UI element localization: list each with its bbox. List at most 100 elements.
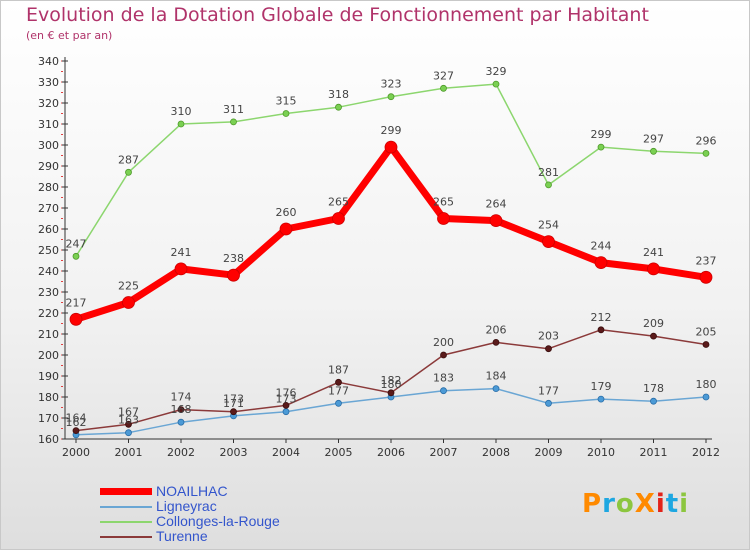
turenne-data-label: 164 [66,412,87,425]
collonges-la-rouge-point [230,118,237,126]
ligneyrac-data-label: 180 [381,378,402,391]
turenne-point [335,378,342,386]
noailhac-data-label: 254 [538,219,559,232]
y-tick-label: 260 [38,223,59,236]
ligneyrac-data-label: 168 [171,403,192,416]
noailhac-point [594,256,608,270]
turenne-data-label: 203 [538,330,559,343]
collonges-la-rouge-point [125,168,132,176]
noailhac-point [542,235,555,249]
noailhac-data-label: 225 [118,280,139,293]
chart-subtitle: (en € et par an) [26,29,113,42]
ligneyrac-point [597,395,605,403]
legend-swatch [100,521,152,523]
x-tick-label: 2006 [377,446,405,459]
x-tick-label: 2011 [640,446,668,459]
noailhac-data-label: 237 [696,254,717,267]
collonges-la-rouge-data-label: 323 [381,78,402,91]
y-tick-label: 310 [38,118,59,131]
x-tick-label: 2009 [535,446,563,459]
turenne-point [702,341,710,348]
noailhac-data-label: 244 [591,240,612,253]
noailhac-data-label: 265 [433,196,454,209]
collonges-la-rouge-point [702,149,710,157]
collonges-la-rouge-data-label: 281 [538,166,559,179]
noailhac-point [122,296,135,309]
y-tick-label: 320 [38,97,59,110]
legend-label: Ligneyrac [156,498,217,514]
noailhac-point [69,312,83,326]
collonges-la-rouge-point [492,80,500,88]
x-tick-label: 2012 [692,446,720,459]
turenne-data-label: 205 [696,326,717,339]
y-tick-label: 330 [38,76,59,89]
y-tick-label: 340 [38,55,59,68]
turenne-point [650,332,657,340]
x-tick-label: 2007 [430,446,458,459]
collonges-la-rouge-data-label: 299 [591,128,612,141]
noailhac-data-label: 264 [486,198,507,211]
collonges-la-rouge-data-label: 287 [118,153,139,166]
noailhac-point [699,270,713,284]
noailhac-point [332,212,345,225]
turenne-data-label: 174 [171,391,192,404]
turenne-data-label: 206 [486,323,507,336]
ligneyrac-data-label: 184 [486,370,507,383]
y-tick-label: 240 [38,265,59,278]
collonges-la-rouge-point [335,103,342,111]
legend-label: Collonges-la-Rouge [156,513,280,529]
noailhac-point [279,222,293,236]
noailhac-point [227,268,240,282]
turenne-point [387,389,395,397]
turenne-data-label: 182 [381,374,402,387]
collonges-la-rouge-data-label: 247 [66,237,87,250]
y-tick-label: 210 [38,328,59,341]
collonges-la-rouge-data-label: 329 [486,65,507,78]
ligneyrac-data-label: 173 [276,393,297,406]
turenne-point [545,345,552,353]
ligneyrac-point [177,418,185,426]
noailhac-data-label: 260 [276,206,297,219]
noailhac-point [489,214,503,228]
noailhac-line [74,143,707,323]
turenne-data-label: 173 [223,393,244,406]
turenne-point [177,406,185,414]
legend-label: Turenne [156,528,208,544]
x-tick-label: 2001 [115,446,143,459]
y-tick-label: 290 [38,160,59,173]
turenne-point [492,338,500,346]
x-tick-label: 2000 [62,446,90,459]
y-tick-label: 190 [38,370,59,383]
x-tick-label: 2008 [482,446,510,459]
x-tick-label: 2005 [325,446,353,459]
ligneyrac-point [492,385,500,393]
collonges-la-rouge-point [440,84,447,92]
y-tick-label: 280 [38,181,59,194]
ligneyrac-data-label: 180 [696,378,717,391]
turenne-point [230,408,237,416]
y-tick-label: 270 [38,202,59,215]
collonges-la-rouge-data-label: 327 [433,69,454,82]
y-tick-label: 250 [38,244,59,257]
ligneyrac-data-label: 171 [223,397,244,410]
ligneyrac-point [702,393,710,401]
ligneyrac-data-label: 177 [328,384,349,397]
logo-letter: i [679,489,690,519]
collonges-la-rouge-point [545,181,552,189]
noailhac-point [437,212,450,225]
x-tick-label: 2002 [167,446,195,459]
ligneyrac-point [440,387,447,395]
collonges-la-rouge-data-label: 318 [328,88,349,101]
noailhac-point [174,262,188,276]
collonges-la-rouge-data-label: 311 [223,103,244,116]
legend-swatch [100,536,152,538]
series-layer [69,80,713,439]
noailhac-data-label: 241 [643,246,664,259]
noailhac-data-label: 238 [223,252,244,265]
turenne-point [440,351,447,359]
legend-swatch [100,488,152,495]
chart-axes: 160 170 180 190 200 210 220 230 240 250 260 270 280 2… [38,55,720,459]
